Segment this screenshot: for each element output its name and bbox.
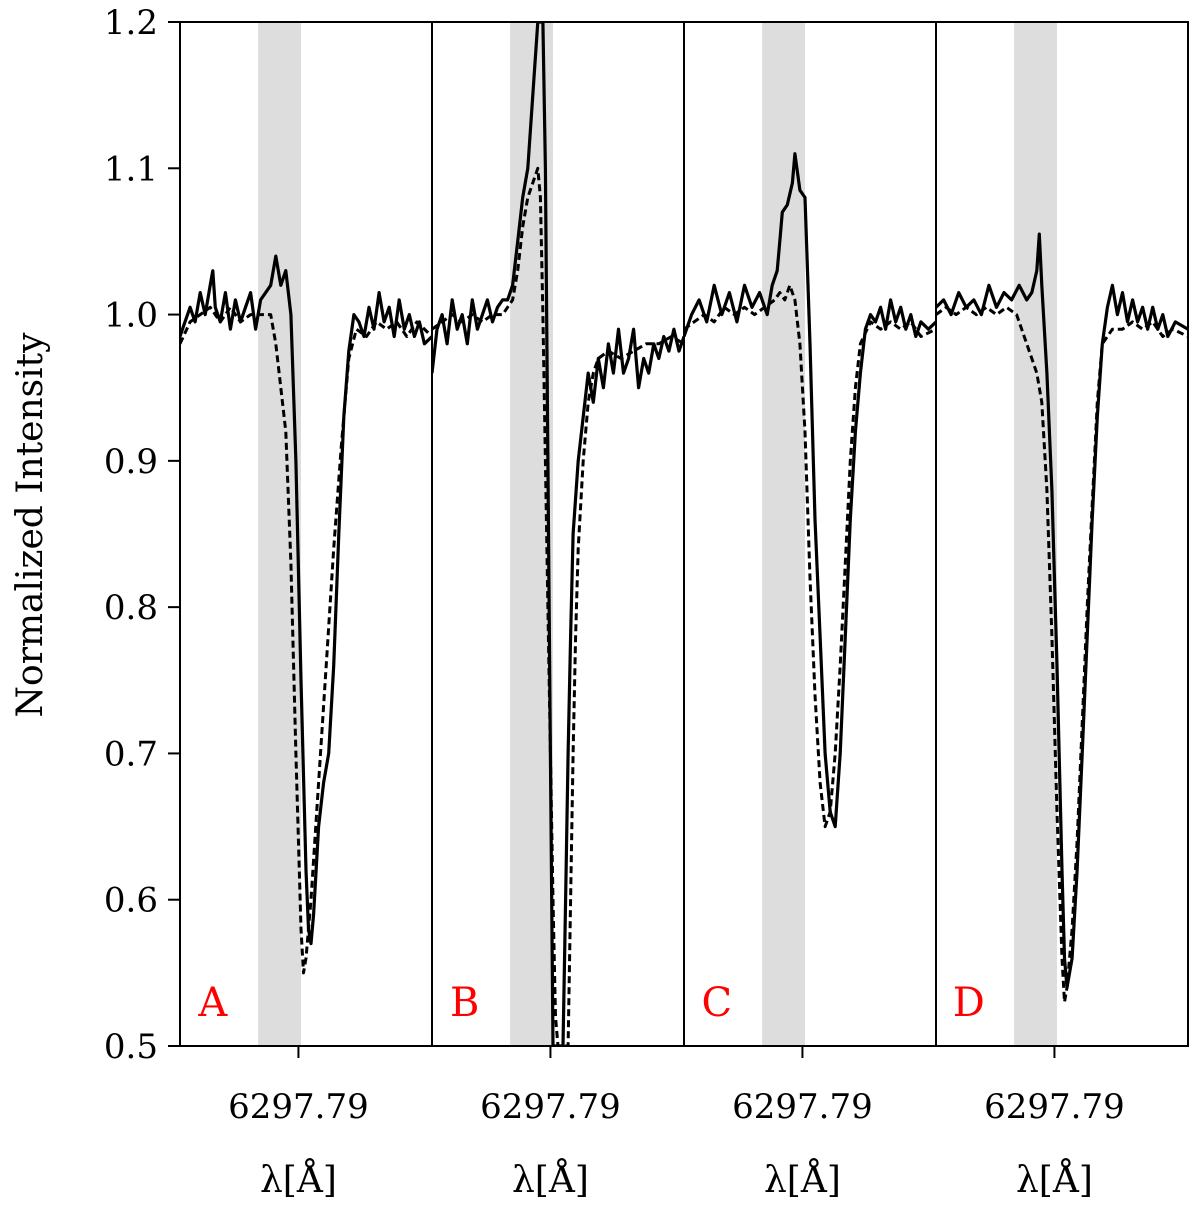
y-tick-label: 1.1: [104, 149, 158, 189]
series-dashed-d: [936, 305, 1188, 1004]
x-tick-label: 6297.79: [228, 1087, 369, 1127]
highlight-band-d: [1014, 22, 1057, 1046]
x-axis-label: λ[Å]: [1016, 1159, 1093, 1201]
highlight-band-c: [762, 22, 805, 1046]
highlight-bands: [258, 22, 1057, 1046]
y-tick-label: 0.7: [104, 734, 158, 774]
y-tick-label: 0.5: [104, 1027, 158, 1067]
panel-label-c: C: [701, 980, 732, 1026]
x-axis-label: λ[Å]: [512, 1159, 589, 1201]
y-axis: 0.5 0.6 0.7 0.8 0.9 1.0 1.1 1.2: [104, 3, 180, 1067]
y-tick-label: 0.8: [104, 588, 158, 628]
panel-frame-b: [431, 21, 685, 1047]
y-axis-label: Normalized Intensity: [10, 332, 51, 718]
panel-frame-d: [935, 21, 1189, 1047]
panel-label-a: A: [197, 980, 228, 1026]
y-tick-label: 0.6: [104, 881, 158, 921]
highlight-band-a: [258, 22, 301, 1046]
series-solid-d: [936, 232, 1188, 990]
y-tick-label: 1.2: [104, 3, 158, 43]
series-dashed-b: [432, 166, 684, 1046]
x-tick-label: 6297.79: [732, 1087, 873, 1127]
series-solid-c: [684, 152, 936, 829]
series-dashed-a: [180, 305, 432, 975]
x-axis-label: λ[Å]: [260, 1159, 337, 1201]
plot-frame: [179, 21, 1189, 1047]
panel-labels: A B C D: [197, 980, 984, 1026]
series-solid-b: [432, 22, 684, 1046]
x-tick-label: 6297.79: [480, 1087, 621, 1127]
y-tick-label: 1.0: [104, 296, 158, 336]
x-axis: 6297.79 λ[Å] 6297.79 λ[Å] 6297.79 λ[Å] 6297.79…: [228, 1046, 1125, 1201]
panel-label-d: D: [953, 980, 985, 1026]
series-layer: [180, 22, 1188, 1046]
x-tick-label: 6297.79: [984, 1087, 1125, 1127]
series-solid-a: [180, 254, 432, 946]
x-axis-label: λ[Å]: [764, 1159, 841, 1201]
y-tick-label: 0.9: [104, 442, 158, 482]
panel-label-b: B: [450, 980, 479, 1026]
